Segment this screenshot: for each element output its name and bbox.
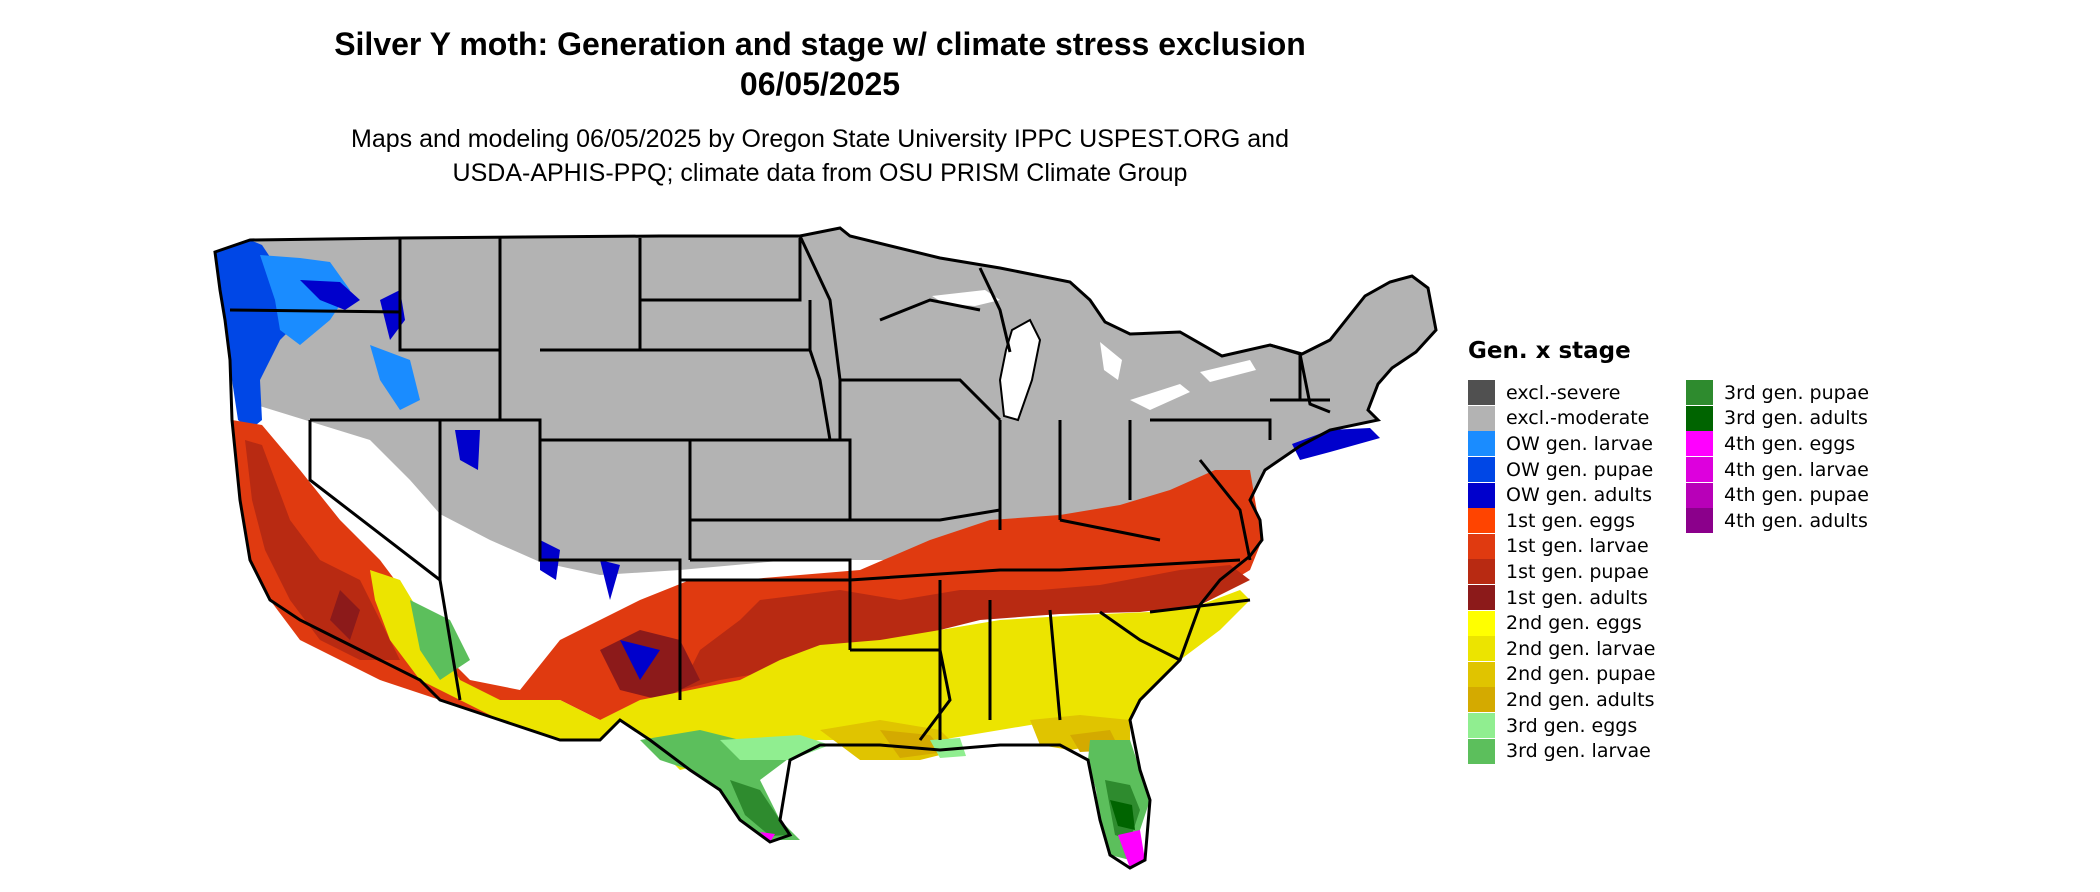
legend-swatch	[1468, 559, 1495, 585]
us-stage-map	[213, 226, 1438, 870]
legend-item: excl.-severe	[1468, 380, 1656, 406]
legend-column-2: 3rd gen. pupae 3rd gen. adults 4th gen. eg…	[1686, 380, 1869, 534]
legend-swatch	[1468, 380, 1495, 406]
legend-item: 2nd gen. pupae	[1468, 661, 1656, 688]
legend-label: 4th gen. adults	[1724, 509, 1868, 532]
legend-label: OW gen. larvae	[1506, 432, 1653, 455]
legend-swatch	[1468, 508, 1495, 534]
legend-swatch	[1468, 482, 1495, 508]
legend-label: 1st gen. larvae	[1506, 535, 1649, 558]
legend-swatch	[1686, 431, 1713, 457]
title-line-1: Silver Y moth: Generation and stage w/ c…	[334, 26, 1306, 62]
region-ow-adults-sw	[455, 430, 660, 680]
legend-item: 4th gen. pupae	[1686, 482, 1869, 508]
legend-label: 2nd gen. larvae	[1506, 637, 1656, 660]
legend-swatch	[1468, 405, 1495, 431]
legend-item: 4th gen. eggs	[1686, 431, 1869, 457]
legend-label: 4th gen. eggs	[1724, 432, 1856, 455]
region-1st-gen-pupae	[245, 440, 1250, 690]
legend-swatch	[1468, 610, 1495, 636]
great-lakes	[932, 290, 1256, 420]
legend-swatch	[1468, 636, 1495, 662]
legend-item: 2nd gen. adults	[1468, 687, 1656, 713]
legend-swatch	[1686, 482, 1713, 508]
legend-label: 3rd gen. larvae	[1506, 740, 1651, 763]
legend-label: 3rd gen. pupae	[1724, 381, 1870, 404]
legend-label: 3rd gen. eggs	[1506, 714, 1638, 737]
map-subtitle: Maps and modeling 06/05/2025 by Oregon S…	[220, 122, 1420, 190]
region-ow-larvae-idaho	[370, 345, 420, 410]
legend-item: 1st gen. pupae	[1468, 559, 1656, 585]
legend-swatch	[1468, 687, 1495, 713]
legend: Gen. x stage excl.-severe excl.-moderate O…	[1468, 338, 1869, 764]
legend-swatch	[1686, 380, 1713, 406]
state-borders	[213, 226, 1438, 870]
legend-label: 1st gen. eggs	[1506, 509, 1636, 532]
legend-label: 3rd gen. adults	[1724, 407, 1868, 430]
legend-column-1: excl.-severe excl.-moderate OW gen. larvae…	[1468, 380, 1656, 764]
region-3rd-gen-pupae	[730, 780, 1140, 840]
legend-swatch	[1468, 585, 1495, 611]
region-ow-adults-nw	[300, 280, 405, 340]
legend-item: 2nd gen. eggs	[1468, 610, 1656, 636]
legend-item: 1st gen. eggs	[1468, 508, 1656, 534]
legend-label: 1st gen. adults	[1506, 586, 1648, 609]
legend-item: 2nd gen. larvae	[1468, 636, 1656, 662]
legend-swatch	[1468, 457, 1495, 483]
legend-swatch	[1468, 661, 1495, 687]
legend-swatch	[1468, 431, 1495, 457]
legend-label: 1st gen. pupae	[1506, 560, 1649, 583]
legend-item: excl.-moderate	[1468, 405, 1656, 432]
legend-label: 2nd gen. eggs	[1506, 612, 1642, 635]
region-3rd-gen-adults	[1110, 800, 1135, 830]
map-title: Silver Y moth: Generation and stage w/ c…	[220, 24, 1420, 104]
title-line-2: 06/05/2025	[739, 66, 901, 102]
legend-swatch	[1468, 738, 1495, 764]
legend-item: OW gen. adults	[1468, 482, 1656, 508]
subtitle-line-1: Maps and modeling 06/05/2025 by Oregon S…	[351, 125, 1289, 153]
legend-item: 3rd gen. larvae	[1468, 738, 1656, 764]
legend-swatch	[1686, 508, 1713, 534]
legend-swatch	[1468, 713, 1495, 739]
legend-swatch	[1686, 457, 1713, 483]
legend-item: 3rd gen. adults	[1686, 405, 1869, 432]
region-4th-gen-eggs	[760, 830, 1145, 868]
legend-swatch	[1468, 533, 1495, 559]
legend-swatch	[1686, 405, 1713, 431]
legend-label: OW gen. adults	[1506, 484, 1653, 507]
region-ow-pupae-northeast	[1292, 428, 1380, 460]
legend-item: OW gen. pupae	[1468, 457, 1656, 483]
legend-label: 2nd gen. pupae	[1506, 663, 1656, 686]
legend-title: Gen. x stage	[1468, 338, 1631, 364]
legend-item: 4th gen. adults	[1686, 508, 1869, 534]
legend-label: 4th gen. larvae	[1724, 458, 1869, 481]
subtitle-line-2: USDA-APHIS-PPQ; climate data from OSU PR…	[452, 159, 1188, 187]
legend-label: OW gen. pupae	[1506, 458, 1654, 481]
legend-item: 4th gen. larvae	[1686, 457, 1869, 483]
legend-item: 3rd gen. pupae	[1686, 380, 1869, 406]
legend-item: 1st gen. adults	[1468, 585, 1656, 611]
legend-item: 1st gen. larvae	[1468, 533, 1656, 560]
region-3rd-gen-eggs	[720, 735, 966, 760]
legend-label: excl.-severe	[1506, 381, 1621, 404]
region-ow-larvae-nw	[260, 255, 350, 345]
lake-outlines	[998, 318, 1042, 422]
legend-label: excl.-moderate	[1506, 407, 1650, 430]
legend-label: 4th gen. pupae	[1724, 484, 1869, 507]
legend-item: 3rd gen. eggs	[1468, 713, 1656, 739]
legend-item: OW gen. larvae	[1468, 431, 1656, 457]
legend-label: 2nd gen. adults	[1506, 688, 1655, 711]
